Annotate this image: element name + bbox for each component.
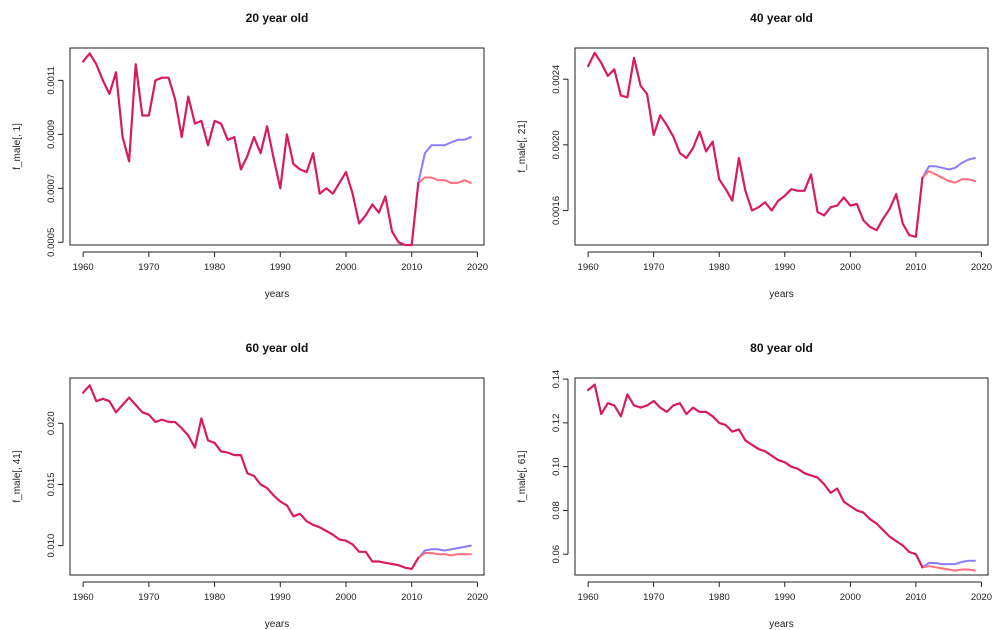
y-tick-label: 0.015 — [46, 473, 57, 497]
history-line — [81, 52, 420, 247]
x-tick-label: 2020 — [971, 262, 992, 273]
series-line-1 — [417, 544, 472, 559]
x-axis-label: years — [265, 289, 289, 300]
x-tick-label: 1960 — [578, 592, 599, 603]
y-tick-label: 0.0020 — [551, 130, 562, 159]
y-tick-label: 0.14 — [551, 370, 562, 389]
x-tick-label: 2000 — [335, 592, 356, 603]
y-tick-label: 0.08 — [551, 501, 562, 519]
y-axis-label: f_male[, 21] — [517, 120, 528, 172]
x-tick-label: 1960 — [73, 592, 94, 603]
x-tick-label: 2020 — [971, 592, 992, 603]
y-tick-label: 0.020 — [46, 411, 57, 435]
x-tick-label: 2010 — [905, 592, 926, 603]
plot-frame — [574, 47, 989, 246]
x-tick-label: 1960 — [578, 262, 599, 273]
chart-panel-1: 20 year old 1960 1970 1980 1990 2000 2010 2020 y… — [12, 11, 488, 300]
x-tick-label: 1980 — [709, 592, 730, 603]
x-tick-label: 2010 — [401, 262, 422, 273]
y-axis-label: f_male[, 41] — [12, 450, 23, 502]
x-tick-label: 2010 — [401, 592, 422, 603]
x-tick-label: 1970 — [138, 592, 159, 603]
y-tick-label: 0.0007 — [46, 174, 57, 203]
series-line-2 — [921, 170, 976, 184]
y-tick-label: 0.0005 — [46, 228, 57, 257]
history-line — [586, 383, 924, 569]
plot-frame — [574, 377, 989, 576]
y-axis-label: f_male[, 1] — [12, 123, 23, 170]
y-tick-label: 0.06 — [551, 545, 562, 564]
x-tick-label: 1990 — [270, 592, 291, 603]
series-line-2 — [921, 565, 976, 572]
y-tick-label: 0.12 — [551, 414, 562, 433]
chart-panel-3: 60 year old 1960 1970 1980 1990 2000 2010 2020 y… — [12, 341, 488, 630]
x-tick-label: 2000 — [840, 262, 861, 273]
chart-panel-2: 40 year old 1960 1970 1980 1990 2000 2010 2020 y… — [517, 11, 992, 300]
series-line-2 — [417, 176, 472, 184]
x-axis-label: years — [265, 619, 289, 630]
y-axis-label: f_male[, 61] — [517, 450, 528, 502]
x-axis-label: years — [769, 289, 793, 300]
y-tick-label: 0.0011 — [46, 66, 57, 94]
series-line-1 — [417, 136, 472, 184]
x-tick-label: 2010 — [905, 262, 926, 273]
x-tick-label: 2020 — [467, 262, 488, 273]
plot-frame — [69, 47, 485, 246]
plot-frame — [69, 377, 485, 576]
chart-title: 20 year old — [246, 11, 309, 25]
chart-title: 80 year old — [750, 341, 813, 355]
history-line — [81, 384, 420, 571]
series-line-2 — [417, 552, 472, 559]
x-tick-label: 1960 — [73, 262, 94, 273]
y-tick-label: 0.10 — [551, 457, 562, 476]
x-tick-label: 1990 — [774, 592, 795, 603]
x-tick-label: 1970 — [643, 592, 664, 603]
x-tick-label: 1990 — [270, 262, 291, 273]
x-tick-label: 1970 — [138, 262, 159, 273]
series-line-1 — [921, 559, 976, 569]
y-tick-label: 0.0016 — [551, 196, 562, 225]
y-tick-label: 0.0009 — [46, 120, 57, 149]
x-tick-label: 1980 — [204, 592, 225, 603]
x-tick-label: 2020 — [467, 592, 488, 603]
x-axis-label: years — [769, 619, 793, 630]
y-tick-label: 0.0024 — [551, 65, 562, 94]
chart-title: 60 year old — [246, 341, 309, 355]
history-line — [586, 51, 924, 238]
x-tick-label: 2000 — [335, 262, 356, 273]
x-tick-label: 1980 — [204, 262, 225, 273]
x-tick-label: 1990 — [774, 262, 795, 273]
x-tick-label: 1970 — [643, 262, 664, 273]
series-line-1 — [921, 157, 976, 179]
y-tick-label: 0.010 — [46, 534, 57, 558]
x-tick-label: 1980 — [709, 262, 730, 273]
chart-panel-4: 80 year old 1960 1970 1980 1990 2000 2010 2020 y… — [517, 341, 992, 630]
x-tick-label: 2000 — [840, 592, 861, 603]
chart-title: 40 year old — [750, 11, 813, 25]
